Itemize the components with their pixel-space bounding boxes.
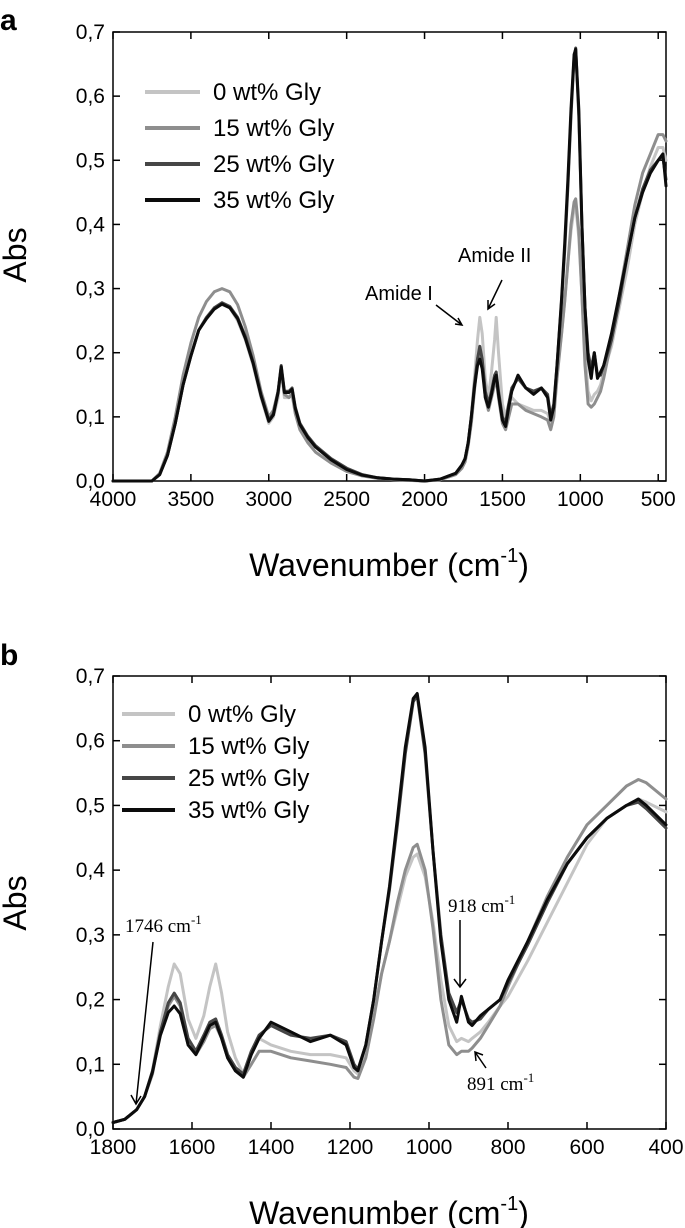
x-tick-label: 3000 xyxy=(245,488,292,511)
y-axis-title-a: Abs xyxy=(0,227,33,282)
annotation-918-text: 918 cm xyxy=(448,896,505,917)
x-tick-label: 1800 xyxy=(90,1136,137,1159)
y-tick-label: 0,0 xyxy=(76,1118,105,1141)
x-axis-title-b: Wavenumber (cm-1) xyxy=(249,1193,529,1228)
y-tick-label: 0,6 xyxy=(76,730,105,753)
annotation-891-sup: -1 xyxy=(523,1070,534,1085)
y-tick-label: 0,0 xyxy=(76,470,105,493)
annotation-891: 891 cm-1 xyxy=(467,1070,534,1095)
y-tick-label: 0,6 xyxy=(76,85,105,108)
y-tick-label: 0,7 xyxy=(76,665,105,688)
x-tick-label: 1200 xyxy=(327,1136,374,1159)
x-tick-label: 2500 xyxy=(323,488,370,511)
y-tick-label: 0,4 xyxy=(76,213,106,236)
arrow-amide-ii xyxy=(487,279,503,311)
series-group-b xyxy=(111,692,668,1124)
plot-frame-a xyxy=(112,31,667,482)
x-tick-label: 1500 xyxy=(479,488,526,511)
series-line-3 xyxy=(111,692,668,1124)
x-tick-label: 4000 xyxy=(90,488,137,511)
y-tick-label: 0,1 xyxy=(76,406,105,429)
annotation-amide-ii: Amide II xyxy=(458,245,531,267)
x-tick-label: 800 xyxy=(490,1136,525,1159)
annotation-891-text: 891 cm xyxy=(467,1074,524,1095)
annotation-918-sup: -1 xyxy=(504,892,515,907)
legend-label: 25 wt% Gly xyxy=(188,765,309,792)
legend-label: 15 wt% Gly xyxy=(188,733,309,760)
annotation-1746-text: 1746 cm xyxy=(125,916,191,937)
x-axis-title-a-main: Wavenumber (cm xyxy=(249,547,500,583)
legend-label: 0 wt% Gly xyxy=(188,701,296,728)
annotation-918: 918 cm-1 xyxy=(448,892,515,917)
x-tick-label: 400 xyxy=(648,1136,683,1159)
x-axis-title-a-sup: -1 xyxy=(500,545,518,567)
legend-label: 35 wt% Gly xyxy=(213,187,334,214)
y-axis-a: 0,0 0,1 0,2 0,3 0,4 0,5 0,6 0,7 xyxy=(76,21,666,493)
arrow-1746 xyxy=(130,941,154,1106)
annotation-amide-i: Amide I xyxy=(365,283,433,305)
y-tick-label: 0,5 xyxy=(76,149,105,172)
annotation-1746: 1746 cm-1 xyxy=(125,912,202,937)
x-axis-title-a: Wavenumber (cm-1) xyxy=(249,545,529,583)
x-tick-label: 2000 xyxy=(401,488,448,511)
y-axis-title-b: Abs xyxy=(0,875,33,930)
series-line-3 xyxy=(111,47,668,483)
y-tick-label: 0,2 xyxy=(76,342,105,365)
legend-b: 0 wt% Gly 15 wt% Gly 25 wt% Gly 35 wt% Gly xyxy=(122,701,309,824)
legend-a: 0 wt% Gly 15 wt% Gly 25 wt% Gly 35 wt% Gly xyxy=(145,79,334,214)
x-tick-label: 1000 xyxy=(557,488,604,511)
panel-b: b 0,00,10,20,30,40,50,60,7 1800 1600 1400 1… xyxy=(0,639,684,1228)
y-tick-label: 0,7 xyxy=(76,21,105,44)
x-tick-label: 3500 xyxy=(168,488,215,511)
legend-label: 0 wt% Gly xyxy=(213,79,321,106)
x-axis-title-b-main: Wavenumber (cm xyxy=(249,1195,500,1228)
y-axis-b: 0,0 0,1 0,2 0,3 0,4 0,5 0,6 0,7 xyxy=(76,665,666,1141)
x-tick-label: 1000 xyxy=(406,1136,453,1159)
x-axis-b: 1800 1600 1400 1200 1000 800 600 400 xyxy=(90,676,684,1159)
y-tick-label: 0,3 xyxy=(76,278,105,301)
series-line-0 xyxy=(111,797,668,1124)
annotation-1746-sup: -1 xyxy=(191,912,202,927)
y-tick-label: 0,1 xyxy=(76,1053,105,1076)
x-tick-label: 600 xyxy=(569,1136,604,1159)
legend-label: 25 wt% Gly xyxy=(213,151,334,178)
panel-label-b: b xyxy=(0,639,18,672)
y-tick-label: 0,2 xyxy=(76,989,105,1012)
x-tick-label: 1400 xyxy=(248,1136,295,1159)
panel-label-a: a xyxy=(0,4,17,37)
arrow-918 xyxy=(453,920,467,989)
plot-frame-b xyxy=(112,675,667,1130)
legend-label: 35 wt% Gly xyxy=(188,797,309,824)
x-axis-a: 4000 3500 3000 2500 2000 1500 1000 500 xyxy=(90,32,676,511)
series-group-a xyxy=(111,46,668,483)
y-tick-label: 0,4 xyxy=(76,859,106,882)
y-tick-label: 0,3 xyxy=(76,924,105,947)
x-axis-title-b-sup: -1 xyxy=(500,1193,518,1215)
arrow-amide-i xyxy=(435,304,464,326)
x-axis-title-b-tail: ) xyxy=(518,1195,529,1228)
y-tick-label: 0,5 xyxy=(76,794,105,817)
series-line-1 xyxy=(111,133,668,483)
legend-label: 15 wt% Gly xyxy=(213,115,334,142)
x-tick-label: 500 xyxy=(641,488,676,511)
x-tick-label: 1600 xyxy=(169,1136,216,1159)
panel-a: a 0,0 0,1 0,2 0,3 0,4 0,5 0,6 0,7 4000 3500 3000 2… xyxy=(0,4,676,583)
x-axis-title-a-tail: ) xyxy=(518,547,529,583)
arrow-891 xyxy=(474,1050,487,1069)
series-line-1 xyxy=(111,778,668,1124)
